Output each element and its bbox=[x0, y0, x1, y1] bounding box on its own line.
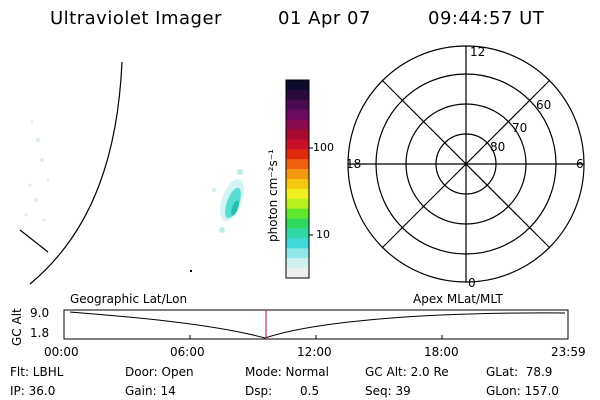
colorbar-band bbox=[286, 99, 309, 111]
mlt-label-12: 12 bbox=[470, 45, 486, 59]
colorbar-band bbox=[286, 218, 309, 229]
filter-readout: Flt: LBHL bbox=[10, 365, 64, 379]
glat-readout: GLat: 78.9 bbox=[486, 365, 553, 379]
colorbar-band bbox=[286, 248, 309, 259]
timeline-tick-1200: 12:00 bbox=[297, 345, 332, 359]
date-readout: 01 Apr 07 bbox=[278, 8, 371, 29]
app-title: Ultraviolet Imager bbox=[50, 8, 222, 29]
colorbar-band bbox=[286, 129, 309, 140]
timeline-tick-0600: 06:00 bbox=[170, 345, 205, 359]
timeline-ticks bbox=[63, 335, 569, 339]
colorbar bbox=[285, 79, 313, 279]
colorbar-band bbox=[286, 109, 309, 121]
glon-readout: GLon: 157.0 bbox=[486, 384, 559, 398]
altitude-curve bbox=[69, 311, 566, 339]
colorbar-band bbox=[286, 238, 309, 249]
colorbar-band bbox=[286, 208, 309, 220]
mlt-label-18: 18 bbox=[346, 157, 362, 171]
colorbar-band bbox=[286, 89, 309, 101]
timeline-right-caption: Apex MLat/MLT bbox=[413, 292, 503, 306]
seq-readout: Seq: 39 bbox=[365, 384, 411, 398]
timeline-tick-1800: 18:00 bbox=[424, 345, 459, 359]
colorbar-tick-100: 100 bbox=[313, 141, 334, 154]
door-readout: Door: Open bbox=[125, 365, 194, 379]
ip-readout: IP: 36.0 bbox=[10, 384, 56, 398]
timeline-tick-2359: 23:59 bbox=[551, 345, 586, 359]
colorbar-band bbox=[286, 268, 309, 279]
colorbar-band bbox=[286, 119, 309, 130]
colorbar-band bbox=[286, 139, 309, 150]
colorbar-scale bbox=[286, 80, 309, 279]
polar-diagonal bbox=[381, 79, 551, 249]
colorbar-band bbox=[286, 159, 309, 170]
mlt-label-6: 6 bbox=[576, 157, 584, 171]
colorbar-unit-label: photon cm⁻²s⁻¹ bbox=[266, 149, 280, 242]
dsp-label: Dsp: bbox=[245, 384, 273, 398]
gc-alt-readout: GC Alt: 2.0 Re bbox=[365, 365, 449, 379]
altitude-timeline bbox=[63, 309, 569, 340]
colorbar-band bbox=[286, 169, 309, 180]
colorbar-band bbox=[286, 258, 309, 269]
timeline-left-caption: Geographic Lat/Lon bbox=[70, 292, 188, 306]
pixel-marker bbox=[190, 270, 192, 272]
aurora-emission bbox=[212, 169, 245, 233]
colorbar-band bbox=[286, 188, 309, 200]
timeline-y-max: 9.0 bbox=[30, 306, 50, 320]
lat-label-60: 60 bbox=[536, 98, 552, 112]
polar-plot bbox=[347, 45, 585, 283]
noise-speckles bbox=[24, 120, 50, 222]
colorbar-band bbox=[286, 179, 309, 190]
geographic-image-panel bbox=[19, 61, 245, 285]
colorbar-band bbox=[286, 228, 309, 239]
time-readout: 09:44:57 UT bbox=[428, 8, 545, 29]
colorbar-band bbox=[286, 149, 309, 160]
timeline-tick-0000: 00:00 bbox=[44, 345, 79, 359]
earth-limb bbox=[29, 61, 123, 285]
lat-label-70: 70 bbox=[512, 121, 528, 135]
mode-readout: Mode: Normal bbox=[245, 365, 329, 379]
colorbar-band bbox=[286, 198, 309, 210]
colorbar-tick-10: 10 bbox=[316, 228, 330, 241]
dsp-value: 0.5 bbox=[300, 384, 320, 398]
timeline-y-min: 1.8 bbox=[30, 326, 50, 340]
timeline-frame bbox=[63, 309, 569, 340]
mlt-label-0: 0 bbox=[468, 276, 476, 290]
lat-label-80: 80 bbox=[490, 140, 506, 154]
timeline-y-label: GC Alt bbox=[10, 308, 24, 346]
gain-readout: Gain: 14 bbox=[125, 384, 176, 398]
colorbar-frame bbox=[285, 79, 310, 279]
grid-line bbox=[19, 229, 49, 253]
colorbar-band bbox=[286, 80, 309, 91]
